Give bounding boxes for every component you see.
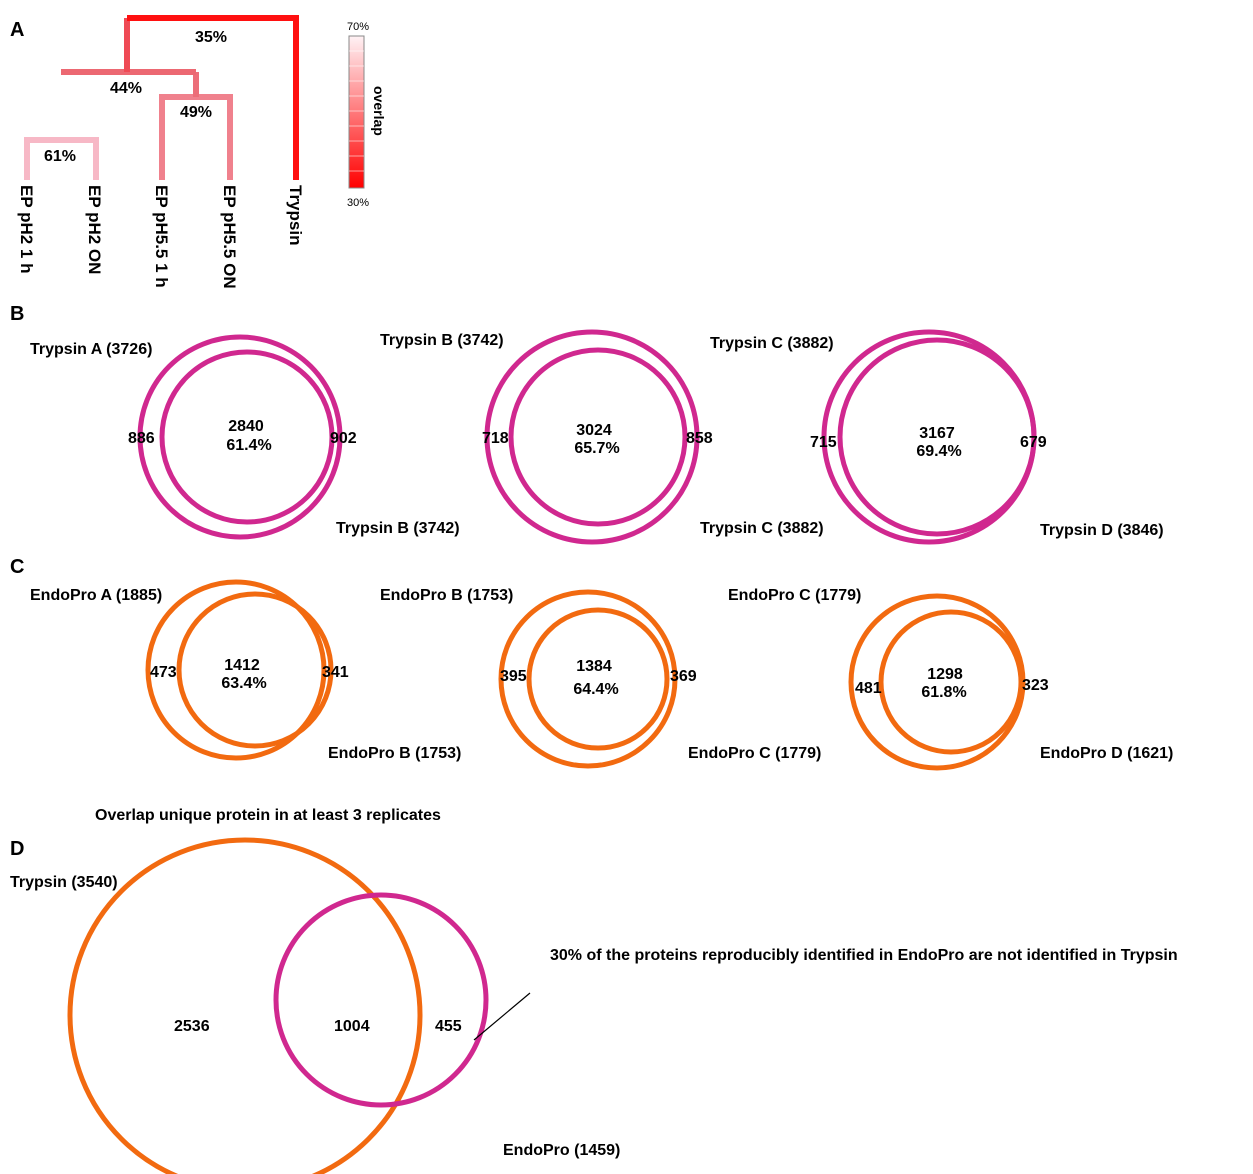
leaf-ep-ph2-1h: EP pH2 1 h	[17, 185, 36, 274]
venn-left-title: Trypsin A (3726)	[30, 341, 152, 358]
venn-trypsin-endopro: 2536 1004 455	[67, 837, 489, 1174]
venn-left-only: 473	[150, 664, 177, 681]
colorbar-min-label: 30%	[347, 197, 369, 209]
venn-left-only: 481	[855, 680, 882, 697]
colorbar-title: overlap	[371, 86, 387, 136]
panel-b-label: B	[10, 303, 24, 325]
merge-44-label: 44%	[110, 80, 142, 97]
venn-left-title: EndoPro B (1753)	[380, 587, 513, 604]
venn-right-title: EndoPro C (1779)	[688, 745, 821, 762]
venn-right-only: 341	[322, 664, 349, 681]
venn-d-shared: 1004	[334, 1018, 370, 1035]
venn-left-only: 718	[482, 430, 509, 447]
venn-circle-left	[137, 334, 343, 540]
venn-circle-left	[145, 579, 327, 761]
venn-endopro-a-b: EndoPro A (1885) EndoPro B (1753) 473 14…	[30, 579, 461, 762]
venn-circle-trypsin	[67, 837, 423, 1174]
venn-right-title: EndoPro D (1621)	[1040, 745, 1173, 762]
panel-a-label: A	[10, 19, 24, 41]
venn-left-only: 395	[500, 668, 527, 685]
leaf-ep-ph55-1h: EP pH5.5 1 h	[152, 185, 171, 288]
venn-circle-endopro	[273, 892, 489, 1108]
venn-shared: 2840	[228, 418, 264, 435]
venn-circle-right	[878, 609, 1024, 755]
leaf-trypsin: Trypsin	[286, 185, 305, 245]
venn-shared: 1412	[224, 657, 260, 674]
venn-right-only: 858	[686, 430, 713, 447]
overlap-colorbar: 70% 30% overlap	[347, 21, 387, 209]
merge-61-label: 61%	[44, 148, 76, 165]
venn-endopro-b-c: EndoPro B (1753) EndoPro C (1779) 395 13…	[380, 587, 821, 769]
venn-shared-pct: 65.7%	[574, 440, 619, 457]
venn-left-only: 886	[128, 430, 155, 447]
venn-shared-pct: 61.4%	[226, 437, 271, 454]
venn-circle-right	[159, 349, 335, 525]
venn-left-title: EndoPro A (1885)	[30, 587, 162, 604]
venn-left-title: Trypsin C (3882)	[710, 335, 834, 352]
venn-right-only: 902	[330, 430, 357, 447]
venn-right-title: Trypsin B (3742)	[336, 520, 460, 537]
venn-shared-pct: 61.8%	[921, 684, 966, 701]
venn-circle-left	[484, 329, 700, 545]
venn-trypsin-a-b: Trypsin A (3726) Trypsin B (3742) 886 28…	[30, 334, 460, 540]
venn-shared-pct: 64.4%	[573, 681, 618, 698]
venn-trypsin-c-d: Trypsin C (3882) Trypsin D (3846) 715 31…	[710, 329, 1164, 545]
venn-right-title: Trypsin D (3846)	[1040, 522, 1164, 539]
merge-35-label: 35%	[195, 29, 227, 46]
venn-d-right-title: EndoPro (1459)	[503, 1142, 620, 1159]
venn-left-title: EndoPro C (1779)	[728, 587, 861, 604]
leaf-ep-ph55-on: EP pH5.5 ON	[220, 185, 239, 289]
venn-circle-left	[498, 589, 678, 769]
venn-circle-right	[508, 347, 688, 527]
venn-shared-pct: 63.4%	[221, 675, 266, 692]
dendrogram	[24, 15, 299, 180]
venn-shared: 1384	[576, 658, 612, 675]
venn-trypsin-b-c: Trypsin B (3742) Trypsin C (3882) 718 30…	[380, 329, 824, 545]
colorbar-max-label: 70%	[347, 21, 369, 33]
venn-shared: 3024	[576, 422, 612, 439]
annotation-leader-line	[473, 992, 531, 1041]
venn-endopro-c-d: EndoPro C (1779) EndoPro D (1621) 481 12…	[728, 587, 1173, 771]
venn-d-left-only: 2536	[174, 1018, 210, 1035]
overlap-heading: Overlap unique protein in at least 3 rep…	[95, 807, 441, 824]
panel-d-label: D	[10, 838, 24, 860]
venn-circle-right	[837, 337, 1037, 537]
venn-d-annotation: 30% of the proteins reproducibly identif…	[550, 947, 1178, 964]
venn-right-only: 679	[1020, 434, 1047, 451]
venn-right-title: Trypsin C (3882)	[700, 520, 824, 537]
leaf-ep-ph2-on: EP pH2 ON	[85, 185, 104, 274]
venn-shared: 3167	[919, 425, 955, 442]
venn-shared-pct: 69.4%	[916, 443, 961, 460]
venn-left-title: Trypsin B (3742)	[380, 332, 504, 349]
venn-right-only: 369	[670, 668, 697, 685]
venn-right-title: EndoPro B (1753)	[328, 745, 461, 762]
venn-right-only: 323	[1022, 677, 1049, 694]
merge-49-label: 49%	[180, 104, 212, 121]
venn-left-only: 715	[810, 434, 837, 451]
venn-shared: 1298	[927, 666, 963, 683]
branch-35	[127, 15, 299, 180]
venn-circle-right	[176, 591, 334, 749]
venn-d-right-only: 455	[435, 1018, 462, 1035]
venn-circle-right	[526, 607, 670, 751]
panel-c-label: C	[10, 556, 24, 578]
venn-d-left-title: Trypsin (3540)	[10, 874, 118, 891]
